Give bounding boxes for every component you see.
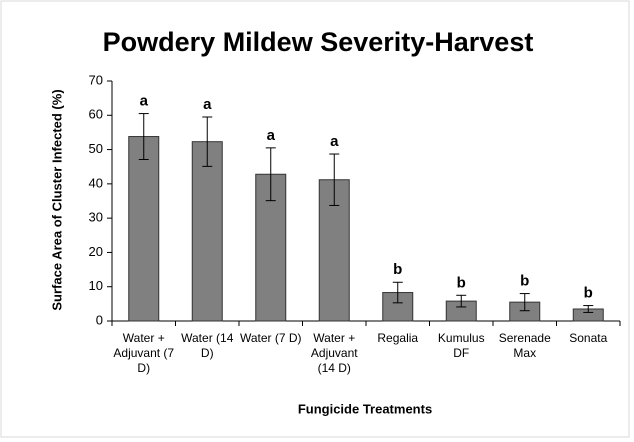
bar — [191, 141, 223, 322]
x-tick-label: Sonata — [569, 331, 608, 345]
annotation: a — [140, 93, 149, 110]
x-tick-label: Regalia — [377, 331, 419, 345]
annotation: b — [584, 285, 593, 302]
x-tick-label: Water (14 D) — [181, 331, 234, 360]
annotation: a — [267, 127, 276, 144]
y-tick-label: 70 — [89, 72, 103, 87]
annotation: b — [393, 261, 402, 278]
y-tick-label: 30 — [89, 210, 103, 225]
y-tick-label: 0 — [96, 312, 103, 327]
bar — [128, 136, 160, 322]
x-tick-label: Water + Adjuvant (14 D) — [310, 331, 358, 375]
annotation: a — [203, 96, 212, 113]
y-tick-label: 60 — [89, 107, 103, 122]
x-tick-label: Water (7 D) — [239, 331, 302, 345]
x-tick-label: Water + Adjuvant (7 D) — [113, 331, 175, 375]
y-tick-label: 40 — [89, 175, 103, 190]
annotation: b — [457, 274, 466, 291]
annotation: a — [330, 133, 339, 150]
x-axis-title: Fungicide Treatments — [298, 401, 432, 416]
y-axis-title: Surface Area of Cluster Infected (%) — [49, 89, 64, 310]
y-tick-label: 10 — [89, 278, 103, 293]
y-tick-label: 50 — [89, 141, 103, 156]
y-tick-label: 20 — [89, 244, 103, 259]
chart-title: Powdery Mildew Severity-Harvest — [103, 27, 534, 57]
annotation: b — [520, 273, 529, 290]
x-tick-label: Serenade Max — [498, 331, 551, 360]
x-tick-label: Kumulus DF — [437, 331, 485, 360]
